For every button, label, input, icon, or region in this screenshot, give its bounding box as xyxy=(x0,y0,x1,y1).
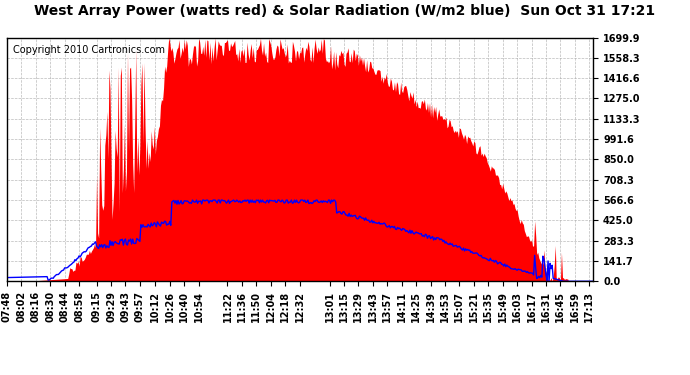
Text: Copyright 2010 Cartronics.com: Copyright 2010 Cartronics.com xyxy=(13,45,165,55)
Text: West Array Power (watts red) & Solar Radiation (W/m2 blue)  Sun Oct 31 17:21: West Array Power (watts red) & Solar Rad… xyxy=(34,4,655,18)
